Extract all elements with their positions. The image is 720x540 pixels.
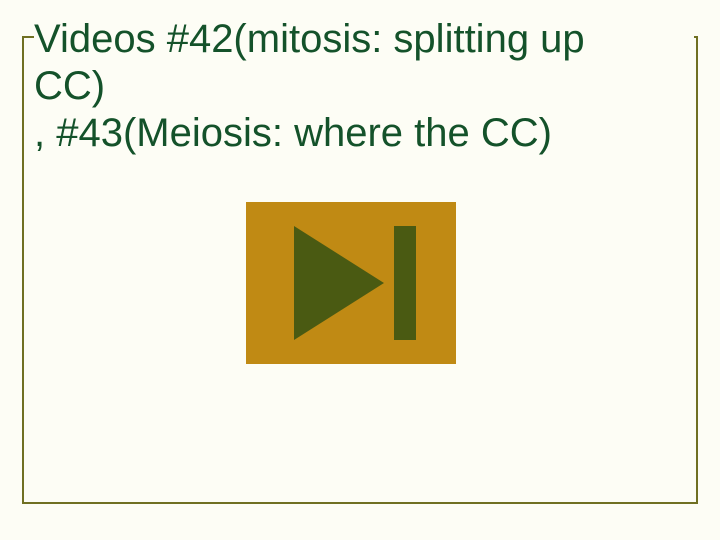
skip-bar <box>394 226 416 340</box>
slide-title: Videos #42(mitosis: splitting up CC) , #… <box>34 16 694 158</box>
title-line-2: CC) <box>34 63 684 110</box>
title-line-1: Videos #42(mitosis: splitting up <box>34 16 684 63</box>
title-line-3: , #43(Meiosis: where the CC) <box>34 110 684 157</box>
play-next-icon[interactable] <box>246 202 456 364</box>
